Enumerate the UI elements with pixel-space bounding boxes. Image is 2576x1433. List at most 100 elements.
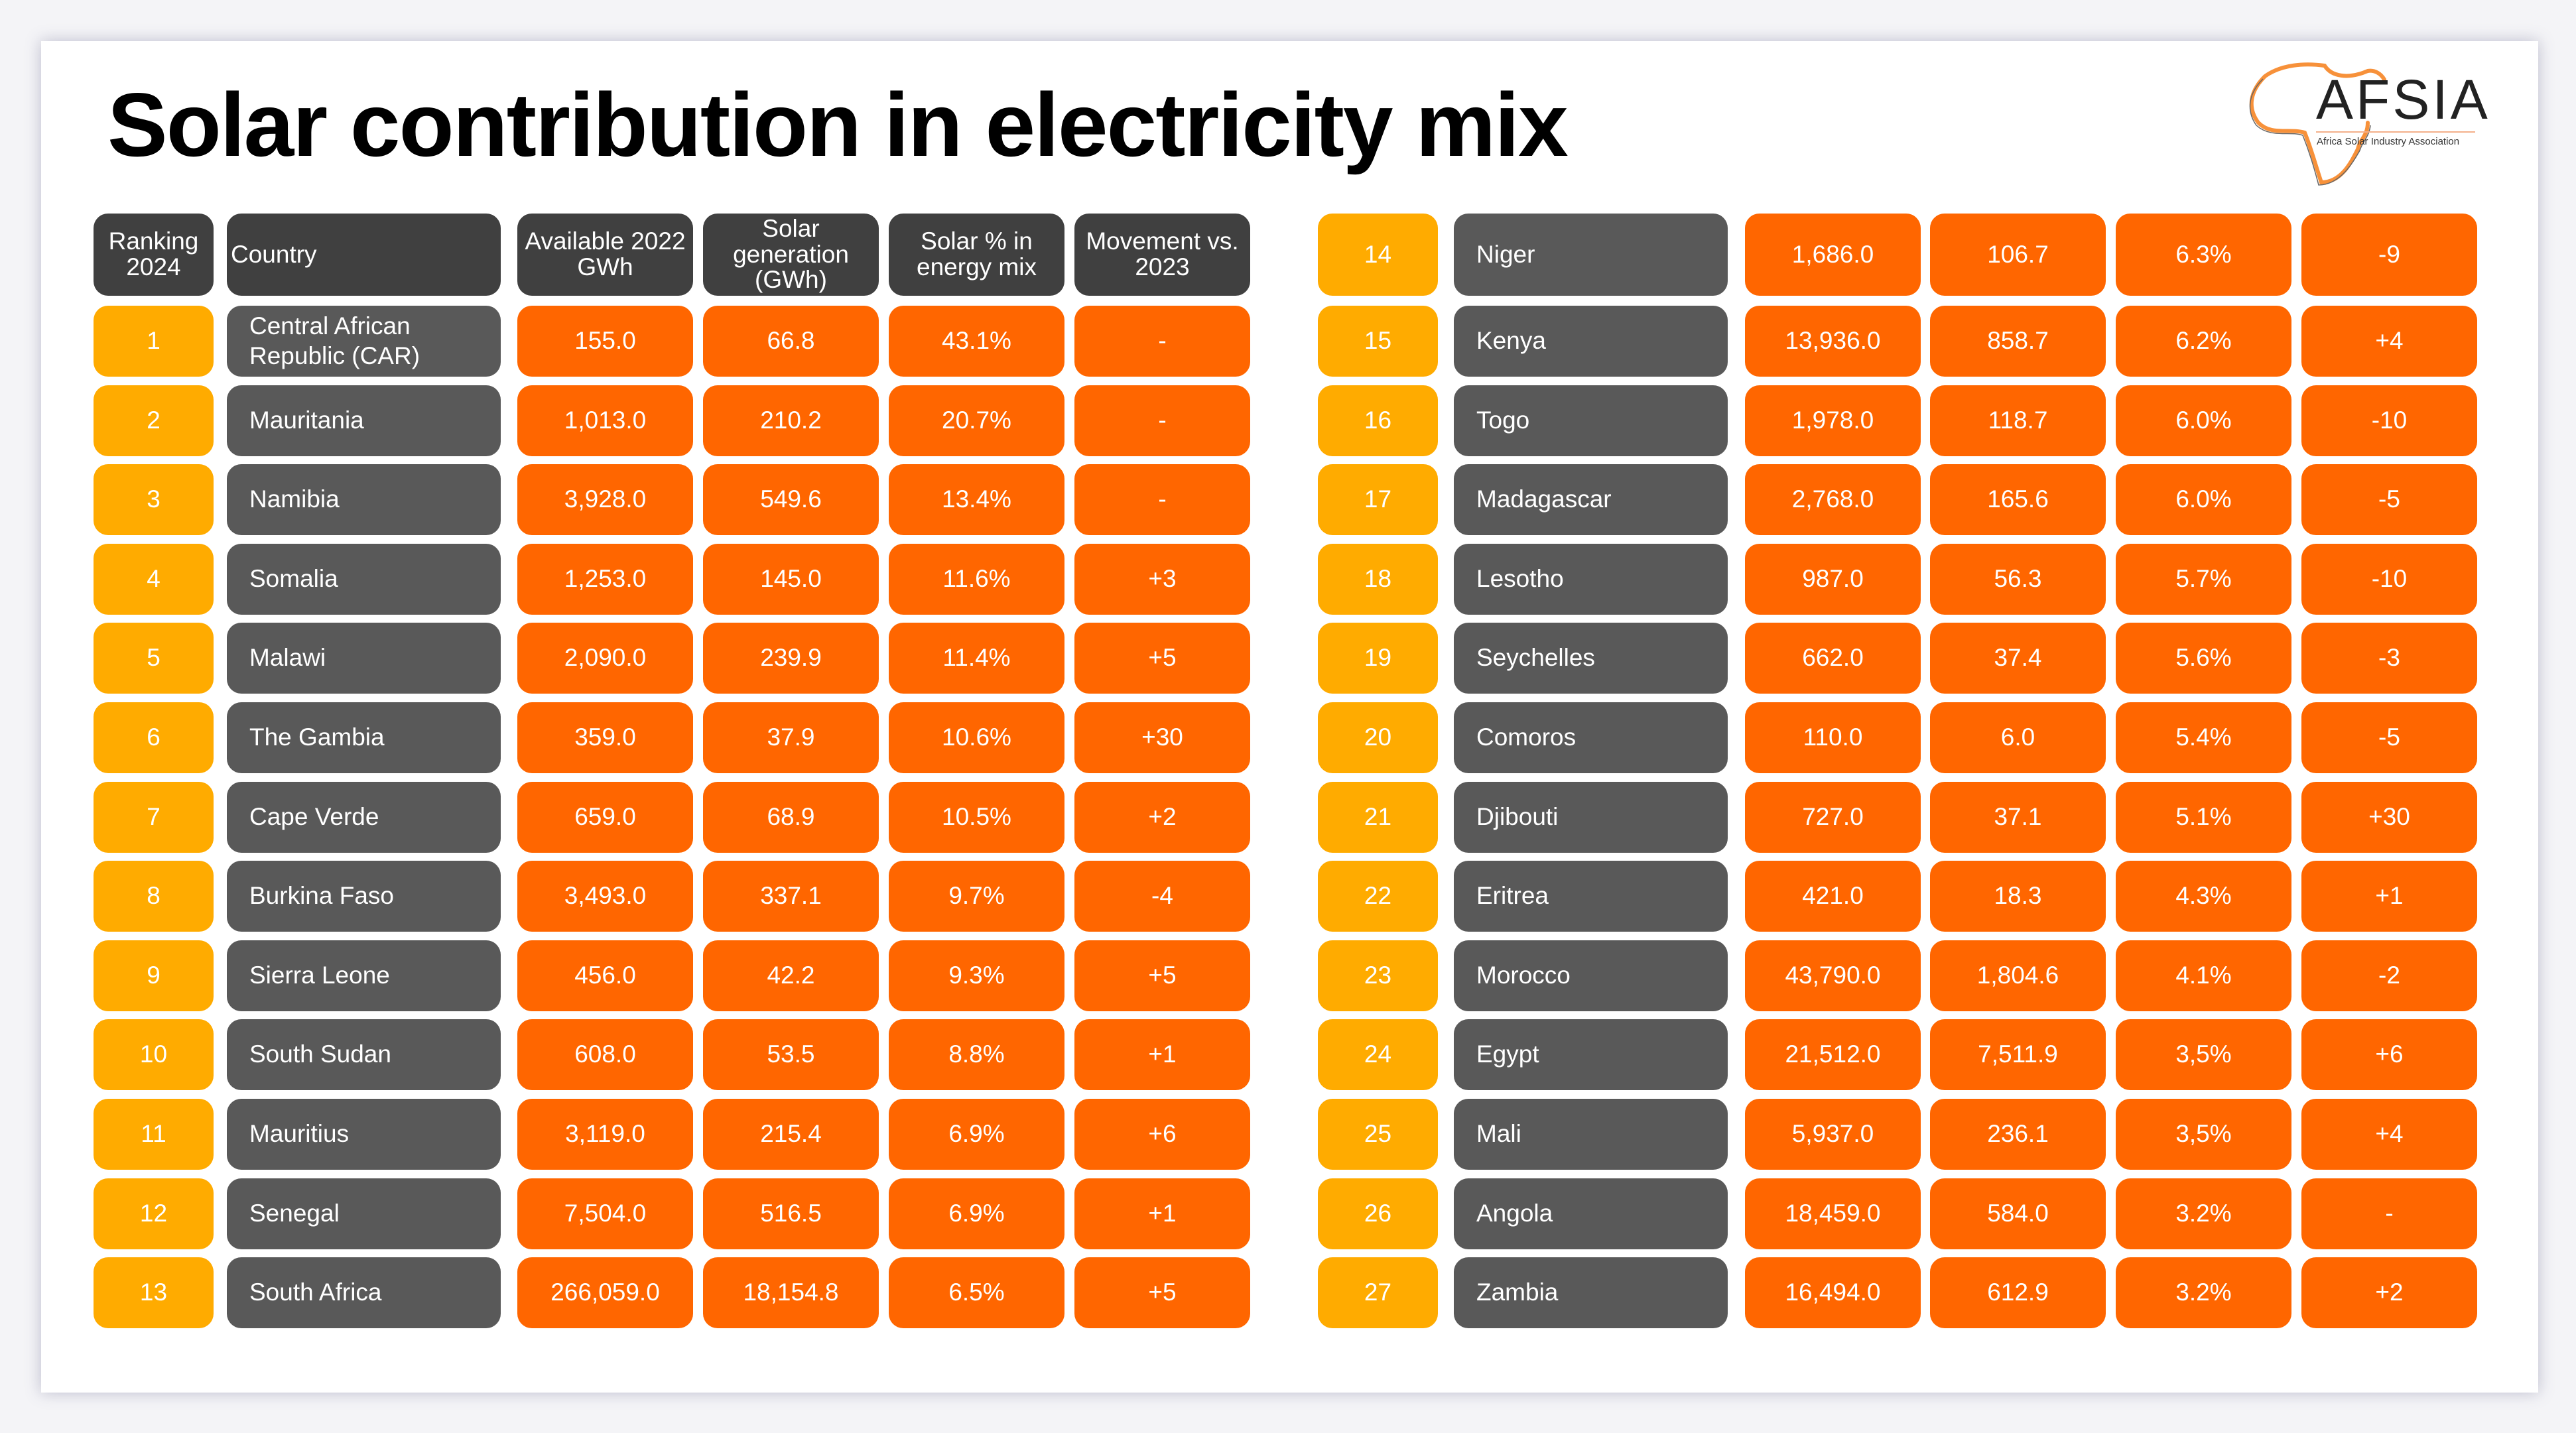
africa-map-logo-icon xyxy=(2249,62,2386,186)
table-cell-country: Lesotho xyxy=(1454,544,1728,615)
table-cell-rank: 8 xyxy=(94,861,214,932)
table-cell-rank: 14 xyxy=(1318,214,1438,296)
logo-divider xyxy=(2316,131,2475,133)
table-cell-solar-generation: 337.1 xyxy=(703,861,879,932)
table-cell-country: Senegal xyxy=(227,1178,501,1249)
table-cell-solar-generation: 858.7 xyxy=(1930,306,2106,377)
table-cell-movement: -4 xyxy=(1074,861,1250,932)
table-cell-rank: 20 xyxy=(1318,702,1438,773)
table-cell-solar-generation: 6.0 xyxy=(1930,702,2106,773)
table-cell-available-gwh: 456.0 xyxy=(517,940,693,1011)
table-cell-solar-share: 5.1% xyxy=(2116,782,2291,853)
table-cell-country: South Africa xyxy=(227,1257,501,1328)
table-cell-solar-generation: 612.9 xyxy=(1930,1257,2106,1328)
table-cell-solar-generation: 53.5 xyxy=(703,1019,879,1090)
table-cell-rank: 25 xyxy=(1318,1099,1438,1170)
table-cell-solar-share: 3.2% xyxy=(2116,1257,2291,1328)
table-cell-movement: -2 xyxy=(2301,940,2477,1011)
table-cell-rank: 19 xyxy=(1318,623,1438,694)
table-cell-available-gwh: 421.0 xyxy=(1745,861,1921,932)
logo-subtitle: Africa Solar Industry Association xyxy=(2317,136,2460,147)
table-cell-movement: +1 xyxy=(1074,1178,1250,1249)
logo-name: AFSIA xyxy=(2316,68,2490,131)
table-cell-movement: +3 xyxy=(1074,544,1250,615)
table-cell-available-gwh: 16,494.0 xyxy=(1745,1257,1921,1328)
table-cell-solar-generation: 215.4 xyxy=(703,1099,879,1170)
table-cell-movement: +1 xyxy=(1074,1019,1250,1090)
table-cell-solar-generation: 18.3 xyxy=(1930,861,2106,932)
table-cell-country: Mauritania xyxy=(227,385,501,456)
table-cell-country: Djibouti xyxy=(1454,782,1728,853)
table-cell-solar-generation: 165.6 xyxy=(1930,464,2106,535)
table-cell-available-gwh: 662.0 xyxy=(1745,623,1921,694)
table-cell-rank: 13 xyxy=(94,1257,214,1328)
table-cell-country: Namibia xyxy=(227,464,501,535)
table-cell-country: Mauritius xyxy=(227,1099,501,1170)
table-cell-rank: 17 xyxy=(1318,464,1438,535)
table-cell-country: Sierra Leone xyxy=(227,940,501,1011)
table-cell-country: Togo xyxy=(1454,385,1728,456)
table-cell-solar-generation: 1,804.6 xyxy=(1930,940,2106,1011)
table-cell-rank: 16 xyxy=(1318,385,1438,456)
table-cell-solar-share: 3,5% xyxy=(2116,1019,2291,1090)
table-cell-solar-share: 6.0% xyxy=(2116,385,2291,456)
table-cell-country: The Gambia xyxy=(227,702,501,773)
table-cell-movement: +6 xyxy=(2301,1019,2477,1090)
column-header-available-gwh: Available 2022 GWh xyxy=(517,214,693,296)
table-cell-available-gwh: 659.0 xyxy=(517,782,693,853)
table-cell-movement: +30 xyxy=(2301,782,2477,853)
table-cell-solar-share: 5.4% xyxy=(2116,702,2291,773)
table-cell-available-gwh: 3,119.0 xyxy=(517,1099,693,1170)
table-cell-country: Niger xyxy=(1454,214,1728,296)
table-cell-available-gwh: 608.0 xyxy=(517,1019,693,1090)
table-cell-solar-generation: 66.8 xyxy=(703,306,879,377)
table-cell-country: Zambia xyxy=(1454,1257,1728,1328)
table-cell-solar-share: 10.5% xyxy=(889,782,1064,853)
table-cell-rank: 6 xyxy=(94,702,214,773)
table-cell-available-gwh: 5,937.0 xyxy=(1745,1099,1921,1170)
table-cell-available-gwh: 359.0 xyxy=(517,702,693,773)
table-cell-movement: -10 xyxy=(2301,385,2477,456)
table-cell-available-gwh: 155.0 xyxy=(517,306,693,377)
table-cell-movement: +5 xyxy=(1074,940,1250,1011)
table-cell-rank: 27 xyxy=(1318,1257,1438,1328)
table-cell-solar-generation: 549.6 xyxy=(703,464,879,535)
table-cell-solar-share: 10.6% xyxy=(889,702,1064,773)
table-cell-solar-share: 6.9% xyxy=(889,1099,1064,1170)
table-cell-rank: 24 xyxy=(1318,1019,1438,1090)
table-cell-rank: 5 xyxy=(94,623,214,694)
table-cell-solar-generation: 118.7 xyxy=(1930,385,2106,456)
table-cell-rank: 1 xyxy=(94,306,214,377)
table-cell-solar-share: 5.7% xyxy=(2116,544,2291,615)
table-cell-movement: -9 xyxy=(2301,214,2477,296)
table-cell-country: Central African Republic (CAR) xyxy=(227,306,501,377)
table-cell-rank: 2 xyxy=(94,385,214,456)
table-cell-available-gwh: 7,504.0 xyxy=(517,1178,693,1249)
table-cell-rank: 7 xyxy=(94,782,214,853)
table-cell-movement: +2 xyxy=(1074,782,1250,853)
table-cell-solar-share: 6.9% xyxy=(889,1178,1064,1249)
table-cell-solar-generation: 56.3 xyxy=(1930,544,2106,615)
page-title: Solar contribution in electricity mix xyxy=(107,74,1569,175)
table-cell-solar-generation: 239.9 xyxy=(703,623,879,694)
table-cell-solar-share: 4.3% xyxy=(2116,861,2291,932)
table-cell-solar-generation: 37.1 xyxy=(1930,782,2106,853)
table-cell-rank: 4 xyxy=(94,544,214,615)
table-cell-available-gwh: 3,928.0 xyxy=(517,464,693,535)
table-cell-solar-generation: 68.9 xyxy=(703,782,879,853)
table-cell-solar-share: 13.4% xyxy=(889,464,1064,535)
table-cell-rank: 22 xyxy=(1318,861,1438,932)
table-cell-solar-share: 8.8% xyxy=(889,1019,1064,1090)
table-cell-movement: - xyxy=(1074,306,1250,377)
column-header-country: Country xyxy=(227,214,501,296)
table-cell-solar-share: 3.2% xyxy=(2116,1178,2291,1249)
column-header-rank: Ranking 2024 xyxy=(94,214,214,296)
table-cell-country: Morocco xyxy=(1454,940,1728,1011)
table-cell-solar-share: 9.3% xyxy=(889,940,1064,1011)
table-cell-rank: 12 xyxy=(94,1178,214,1249)
table-cell-solar-generation: 37.4 xyxy=(1930,623,2106,694)
table-cell-movement: - xyxy=(1074,464,1250,535)
column-header-solar-share: Solar % in energy mix xyxy=(889,214,1064,296)
table-cell-country: Egypt xyxy=(1454,1019,1728,1090)
table-cell-country: Angola xyxy=(1454,1178,1728,1249)
